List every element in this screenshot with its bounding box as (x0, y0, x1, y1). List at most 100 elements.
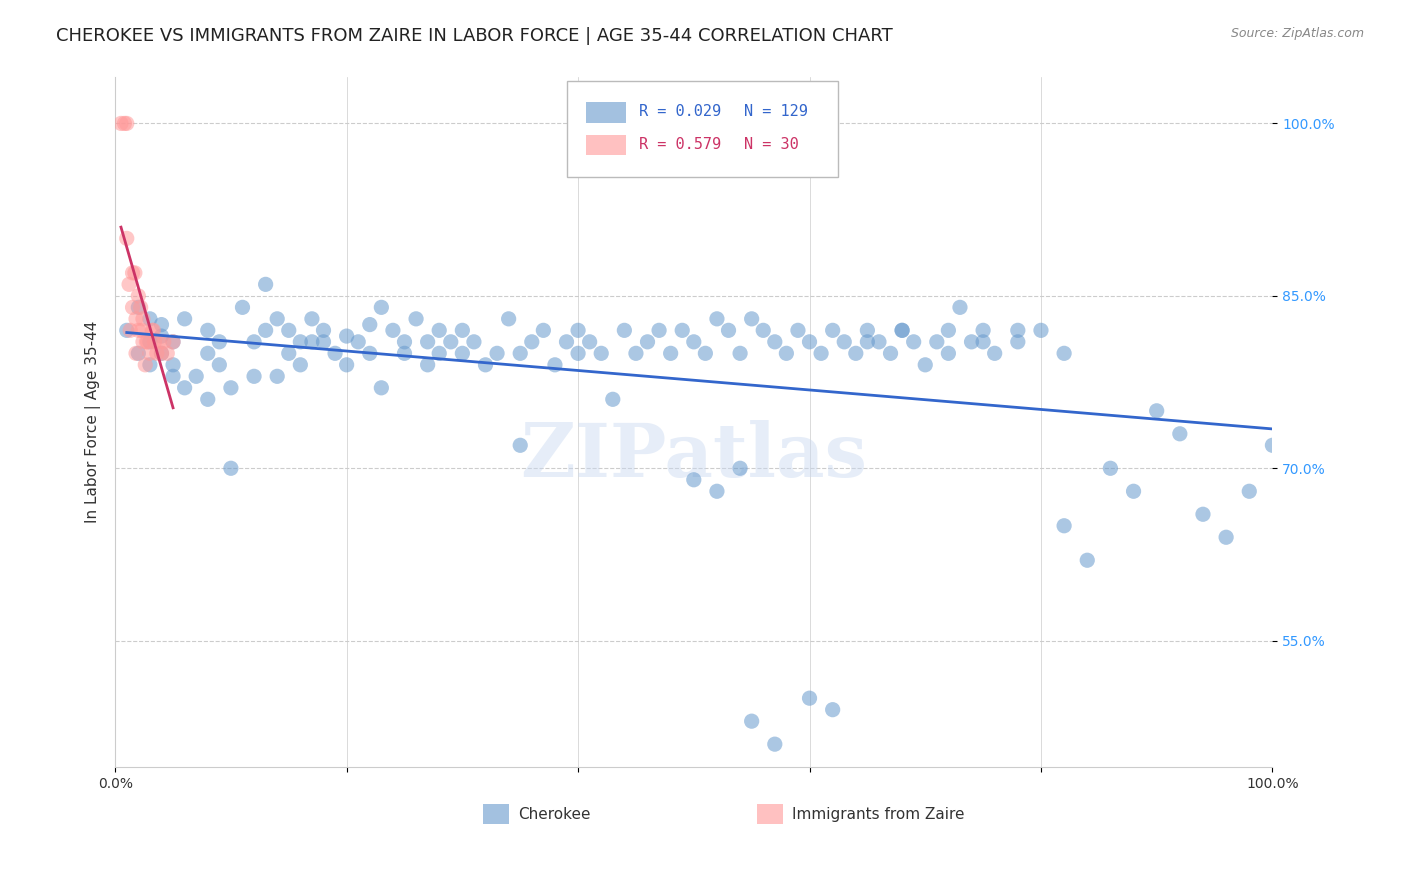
Point (336, 358, 359, 372)
Point (150, 346, 173, 360)
Point (856, 334, 879, 349)
Point (197, 392, 219, 407)
Point (135, 334, 157, 349)
Point (266, 369, 288, 384)
Point (120, 323, 142, 337)
Point (323, 346, 346, 360)
Point (115, 116, 138, 130)
Point (139, 334, 162, 349)
Point (243, 369, 266, 384)
Point (186, 369, 208, 384)
Point (1192, 508, 1215, 522)
Point (127, 289, 149, 303)
Point (142, 323, 165, 337)
FancyBboxPatch shape (567, 81, 838, 178)
Y-axis label: In Labor Force | Age 35-44: In Labor Force | Age 35-44 (86, 321, 101, 524)
Point (520, 334, 543, 349)
Point (132, 334, 155, 349)
Point (152, 334, 174, 349)
Point (845, 346, 868, 360)
Point (1076, 553, 1098, 567)
Point (938, 346, 960, 360)
Point (1261, 438, 1284, 452)
Bar (586, 103, 626, 123)
Point (162, 334, 184, 349)
Point (1053, 346, 1076, 360)
Point (440, 334, 463, 349)
Point (129, 301, 152, 315)
Point (121, 266, 143, 280)
Point (938, 323, 960, 337)
Point (741, 311, 763, 326)
Point (219, 381, 242, 395)
Point (150, 318, 173, 332)
Point (925, 334, 948, 349)
Point (763, 334, 786, 349)
Point (173, 311, 195, 326)
Point (277, 346, 299, 360)
Point (127, 301, 149, 315)
Point (787, 323, 810, 337)
Point (347, 334, 370, 349)
Point (1029, 323, 1052, 337)
Text: Cherokee: Cherokee (517, 806, 591, 822)
Point (682, 334, 704, 349)
Text: R = 0.029: R = 0.029 (640, 104, 721, 120)
Point (578, 334, 600, 349)
Point (139, 311, 162, 326)
Point (115, 231, 138, 245)
Point (427, 323, 450, 337)
Point (162, 369, 184, 384)
Point (115, 323, 138, 337)
Point (1122, 484, 1144, 499)
Point (219, 461, 242, 475)
Point (972, 334, 994, 349)
Point (879, 346, 901, 360)
Text: Immigrants from Zaire: Immigrants from Zaire (792, 806, 965, 822)
Point (463, 334, 485, 349)
Point (799, 334, 821, 349)
Point (197, 346, 219, 360)
Point (868, 334, 890, 349)
Point (960, 334, 983, 349)
Point (775, 346, 797, 360)
Point (648, 323, 671, 337)
Point (659, 346, 682, 360)
Point (254, 323, 277, 337)
Point (124, 266, 146, 280)
Point (143, 334, 166, 349)
Text: N = 129: N = 129 (744, 104, 807, 120)
Point (134, 358, 156, 372)
Point (821, 703, 844, 717)
Point (336, 329, 359, 343)
Point (567, 346, 589, 360)
Point (1146, 404, 1168, 418)
Text: N = 30: N = 30 (744, 136, 799, 152)
Point (197, 323, 219, 337)
Point (146, 346, 169, 360)
Point (486, 346, 509, 360)
Point (139, 358, 162, 372)
Point (277, 323, 299, 337)
Point (136, 334, 159, 349)
Point (381, 323, 404, 337)
Point (637, 334, 659, 349)
Point (602, 392, 624, 407)
Point (728, 461, 751, 475)
Point (139, 346, 162, 360)
Point (394, 334, 416, 349)
Point (121, 301, 143, 315)
Point (763, 737, 786, 751)
Text: Source: ZipAtlas.com: Source: ZipAtlas.com (1230, 27, 1364, 40)
Point (132, 311, 155, 326)
Point (254, 277, 277, 292)
Point (114, 116, 136, 130)
Point (1168, 426, 1191, 441)
Point (370, 301, 392, 315)
Point (405, 311, 427, 326)
Point (359, 318, 381, 332)
Point (290, 334, 312, 349)
Point (624, 346, 647, 360)
Point (156, 346, 179, 360)
Text: CHEROKEE VS IMMIGRANTS FROM ZAIRE IN LABOR FORCE | AGE 35-44 CORRELATION CHART: CHEROKEE VS IMMIGRANTS FROM ZAIRE IN LAB… (56, 27, 893, 45)
